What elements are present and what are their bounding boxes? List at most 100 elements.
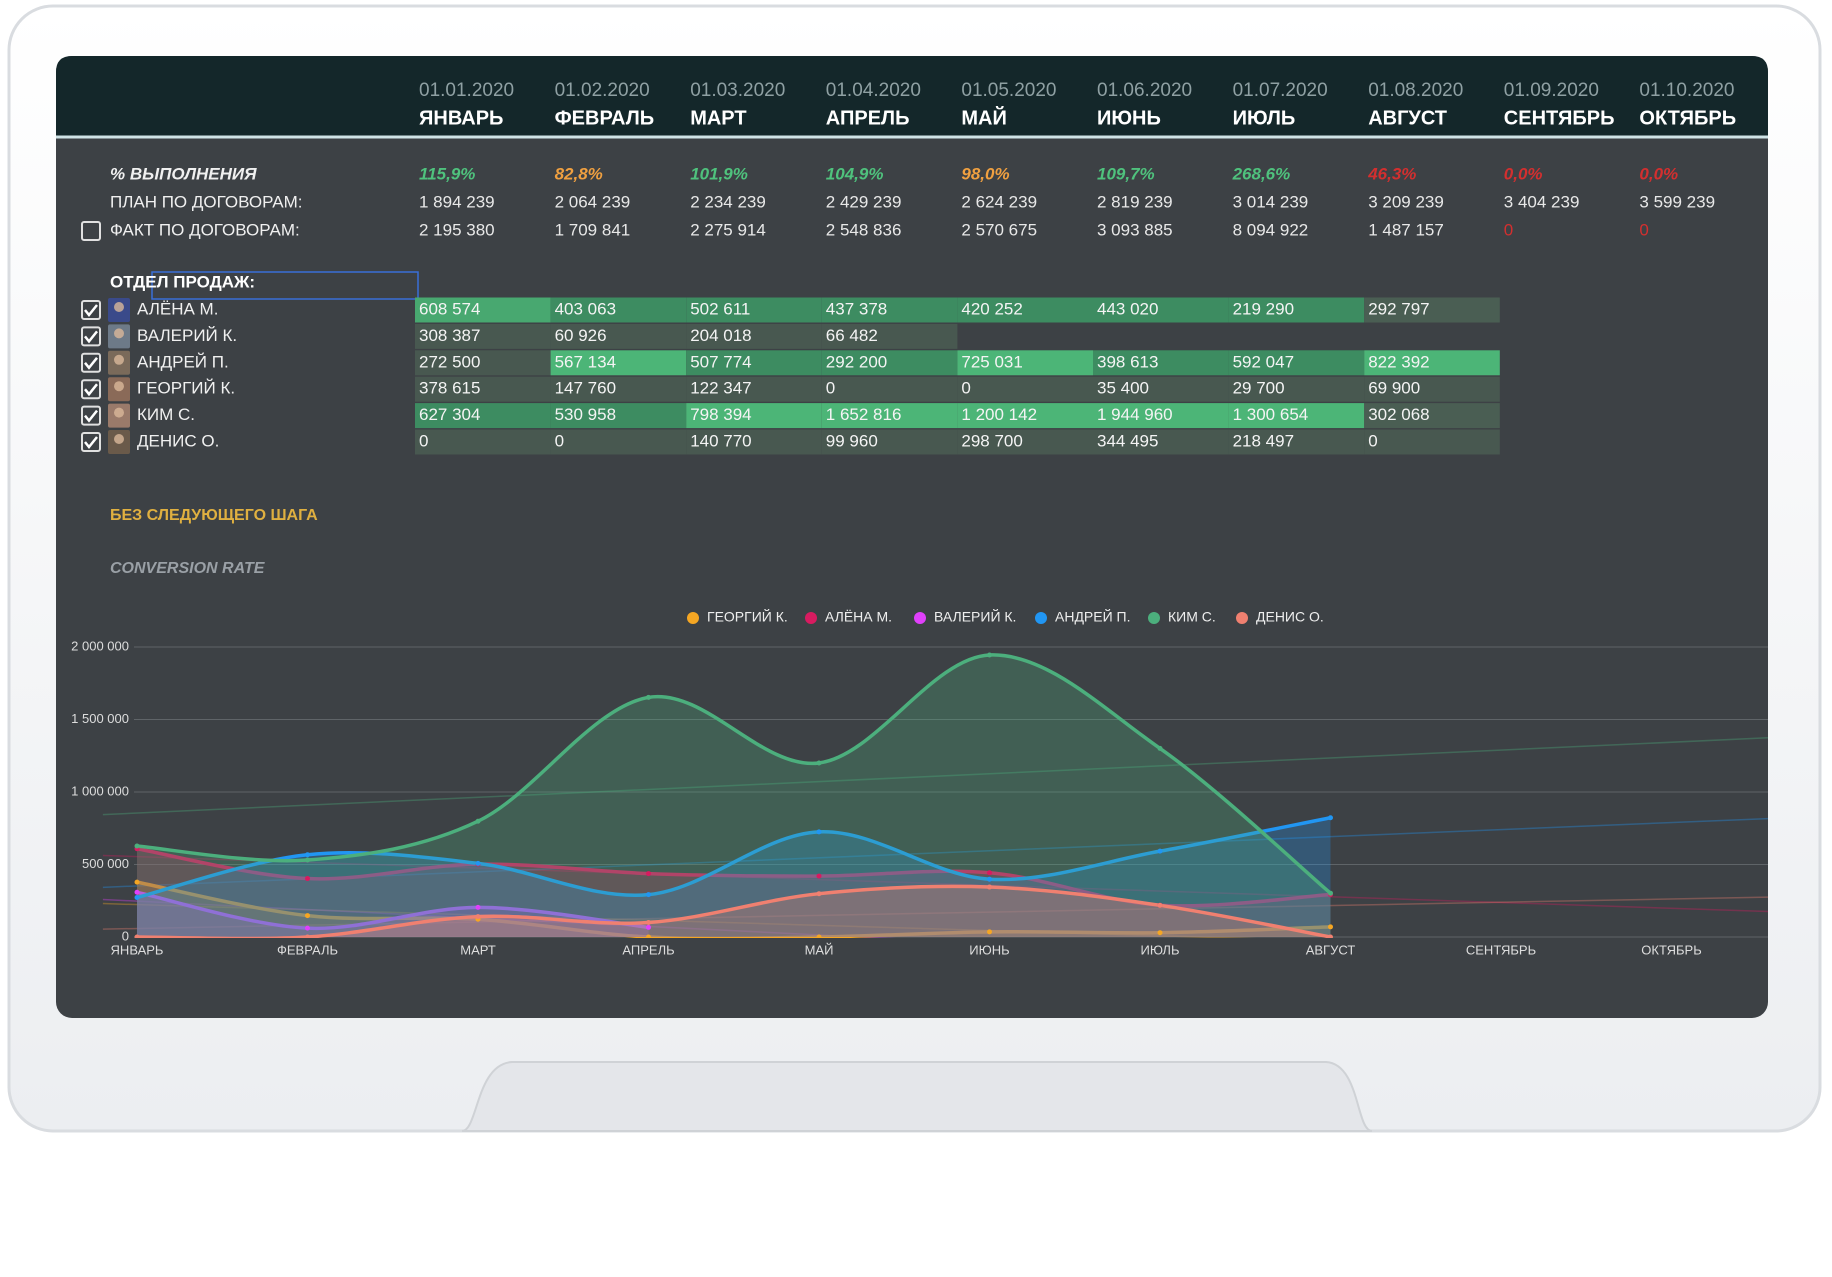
checkmark — [84, 436, 98, 450]
monitor-stand — [461, 1061, 1373, 1132]
summary-value: 2 570 675 — [961, 220, 1037, 239]
cell-value: 0 — [961, 379, 970, 398]
header-band — [56, 56, 1768, 137]
data-point — [987, 870, 992, 876]
summary-value: 0 — [1504, 220, 1513, 239]
summary-value: 2 234 239 — [690, 192, 766, 211]
cell-shade — [686, 323, 822, 349]
x-tick-label: АПРЕЛЬ — [622, 942, 674, 957]
data-point — [646, 934, 651, 938]
series-area — [137, 654, 1331, 937]
cell-shade — [1093, 297, 1229, 323]
cell-value: 0 — [826, 379, 835, 398]
cell-value: 1 300 654 — [1233, 405, 1309, 424]
checkmark — [84, 330, 98, 344]
header-date: 01.06.2020 — [1097, 80, 1192, 101]
selection-box — [151, 271, 419, 300]
legend-label: КИМ С. — [1168, 609, 1216, 625]
screen — [56, 56, 1768, 1018]
checkbox[interactable] — [81, 352, 101, 373]
data-point — [305, 913, 310, 919]
summary-value: 3 014 239 — [1233, 192, 1309, 211]
header-month: СЕНТЯБРЬ — [1504, 107, 1615, 129]
legend-label: АНДРЕЙ П. — [1055, 608, 1131, 625]
series-line — [136, 816, 1331, 900]
header-month: МАЙ — [961, 105, 1006, 129]
avatar-face — [114, 328, 124, 339]
cell-value: 122 347 — [690, 379, 751, 398]
summary-value: 109,7% — [1097, 164, 1155, 183]
data-point — [987, 652, 992, 658]
summary-value: 268,6% — [1232, 164, 1291, 183]
summary-value: 2 429 239 — [826, 192, 902, 211]
summary-value: 115,9% — [419, 164, 475, 183]
data-point — [987, 929, 992, 935]
cell-shade — [1228, 297, 1365, 323]
data-point — [1328, 890, 1333, 896]
data-point — [305, 852, 310, 858]
cell-shade — [1093, 403, 1229, 429]
series-line — [136, 890, 649, 931]
summary-label: ПЛАН ПО ДОГОВОРАМ: — [110, 192, 303, 211]
legend-swatch — [1236, 612, 1248, 624]
data-point — [1328, 934, 1333, 938]
summary-value: 101,9% — [690, 164, 748, 183]
y-tick-label: 0 — [122, 928, 129, 943]
cell-shade — [550, 376, 687, 402]
legend-label: ВАЛЕРИЙ К. — [934, 608, 1016, 625]
header-date: 01.09.2020 — [1504, 80, 1599, 101]
cell-shade — [1364, 350, 1500, 376]
cell-shade — [1364, 403, 1500, 429]
data-point — [646, 892, 651, 898]
checkbox[interactable] — [81, 221, 101, 241]
cell-shade — [821, 350, 958, 376]
checkbox[interactable] — [81, 326, 101, 347]
data-point — [305, 876, 310, 882]
trend-line — [102, 902, 1257, 938]
person-name: ДЕНИС О. — [137, 431, 219, 450]
summary-value: 2 819 239 — [1097, 192, 1173, 211]
data-point — [987, 884, 992, 890]
checkmark — [84, 304, 98, 318]
summary-value: 46,3% — [1367, 164, 1416, 183]
data-point — [646, 924, 651, 930]
data-point — [305, 925, 310, 931]
header-date: 01.05.2020 — [961, 80, 1056, 101]
checkbox[interactable] — [81, 405, 101, 426]
data-point — [475, 860, 481, 866]
cell-shade — [1093, 429, 1229, 455]
legend-swatch — [1148, 612, 1160, 624]
trend-line — [102, 898, 897, 938]
cell-shade — [1228, 376, 1365, 402]
cell-shade — [957, 350, 1093, 376]
summary-value: 3 093 885 — [1097, 220, 1173, 239]
cell-value: 1 652 816 — [826, 405, 902, 424]
checkmark — [84, 357, 98, 370]
series-area — [137, 892, 649, 937]
header-month: ЯНВАРЬ — [419, 107, 503, 129]
summary-value: 3 404 239 — [1504, 192, 1580, 211]
cell-value: 507 774 — [690, 352, 751, 371]
cell-shade — [415, 376, 551, 402]
checkbox[interactable] — [81, 432, 101, 452]
cell-shade — [1093, 350, 1229, 376]
data-point — [816, 891, 822, 897]
series-line — [136, 884, 1331, 938]
person-name: АНДРЕЙ П. — [137, 352, 229, 371]
cell-value: 219 290 — [1233, 299, 1294, 318]
cell-value: 378 615 — [419, 379, 480, 398]
series-area — [137, 817, 1331, 937]
cell-value: 35 400 — [1097, 379, 1149, 398]
cell-value: 0 — [419, 431, 428, 450]
summary-value: 0,0% — [1639, 164, 1678, 183]
x-tick-label: ФЕВРАЛЬ — [277, 942, 338, 957]
checkbox[interactable] — [81, 379, 101, 400]
checkbox[interactable] — [81, 300, 101, 320]
content: 01.01.2020 01.02.2020 01.03.2020 01.04.2020… — [71, 80, 1768, 957]
summary-value: 104,9% — [826, 164, 884, 183]
legend-label: ДЕНИС О. — [1256, 609, 1324, 625]
cell-value: 140 770 — [690, 431, 751, 450]
x-tick-label: ОКТЯБРЬ — [1641, 942, 1701, 957]
